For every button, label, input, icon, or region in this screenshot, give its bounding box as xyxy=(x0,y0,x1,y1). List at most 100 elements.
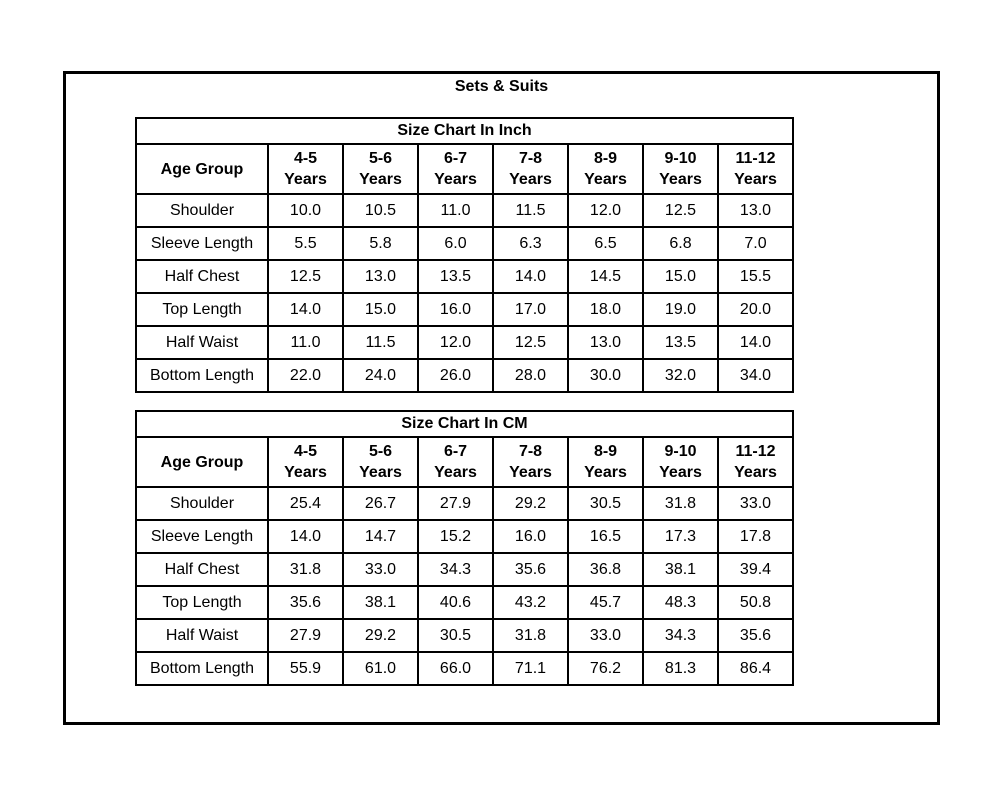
cell: 30.0 xyxy=(567,358,644,393)
age-unit: Years xyxy=(284,464,327,481)
column-header: 4-5 Years xyxy=(267,436,344,488)
table-row: Half Chest 12.5 13.0 13.5 14.0 14.5 15.0… xyxy=(135,259,794,294)
cell: 48.3 xyxy=(642,585,719,620)
age-range: 9-10 xyxy=(664,443,697,460)
cell: 11.5 xyxy=(342,325,419,360)
row-label: Half Waist xyxy=(135,325,269,360)
cell: 10.0 xyxy=(267,193,344,228)
cell: 5.8 xyxy=(342,226,419,261)
row-label: Half Waist xyxy=(135,618,269,653)
cell: 16.5 xyxy=(567,519,644,554)
age-unit: Years xyxy=(659,464,702,481)
row-label: Sleeve Length xyxy=(135,519,269,554)
cell: 31.8 xyxy=(642,486,719,521)
age-group-header: Age Group xyxy=(135,143,269,195)
column-header: 11-12 Years xyxy=(717,436,794,488)
table-row: Top Length 14.0 15.0 16.0 17.0 18.0 19.0… xyxy=(135,292,794,327)
cell: 76.2 xyxy=(567,651,644,686)
row-label: Shoulder xyxy=(135,193,269,228)
cell: 34.3 xyxy=(642,618,719,653)
column-header: 8-9 Years xyxy=(567,436,644,488)
age-unit: Years xyxy=(584,464,627,481)
cell: 15.5 xyxy=(717,259,794,294)
cell: 38.1 xyxy=(342,585,419,620)
age-unit: Years xyxy=(434,464,477,481)
cell: 31.8 xyxy=(492,618,569,653)
cell: 16.0 xyxy=(417,292,494,327)
age-unit: Years xyxy=(509,464,552,481)
cell: 11.0 xyxy=(417,193,494,228)
cell: 6.0 xyxy=(417,226,494,261)
cell: 18.0 xyxy=(567,292,644,327)
cell: 19.0 xyxy=(642,292,719,327)
row-label: Half Chest xyxy=(135,552,269,587)
cell: 28.0 xyxy=(492,358,569,393)
age-range: 4-5 xyxy=(293,443,318,460)
age-unit: Years xyxy=(509,171,552,188)
column-header: 9-10 Years xyxy=(642,436,719,488)
age-range: 8-9 xyxy=(593,150,618,167)
size-chart-cm-table: Size Chart In CM Age Group 4-5 Years 5-6 Y… xyxy=(135,410,794,686)
cell: 11.0 xyxy=(267,325,344,360)
cell: 29.2 xyxy=(492,486,569,521)
age-range: 11-12 xyxy=(735,150,776,167)
cell: 13.0 xyxy=(342,259,419,294)
cell: 14.5 xyxy=(567,259,644,294)
cell: 13.5 xyxy=(417,259,494,294)
cell: 61.0 xyxy=(342,651,419,686)
cell: 14.0 xyxy=(492,259,569,294)
cell: 15.0 xyxy=(342,292,419,327)
cell: 35.6 xyxy=(267,585,344,620)
age-range: 8-9 xyxy=(593,443,618,460)
cell: 6.3 xyxy=(492,226,569,261)
age-unit: Years xyxy=(359,464,402,481)
cell: 34.0 xyxy=(717,358,794,393)
column-header: 7-8 Years xyxy=(492,143,569,195)
cell: 16.0 xyxy=(492,519,569,554)
age-range: 4-5 xyxy=(293,150,318,167)
cell: 29.2 xyxy=(342,618,419,653)
age-unit: Years xyxy=(659,171,702,188)
age-range: 7-8 xyxy=(518,150,543,167)
cell: 27.9 xyxy=(417,486,494,521)
age-range: 11-12 xyxy=(735,443,776,460)
cell: 12.0 xyxy=(567,193,644,228)
cell: 14.7 xyxy=(342,519,419,554)
row-label: Sleeve Length xyxy=(135,226,269,261)
row-label: Bottom Length xyxy=(135,651,269,686)
cell: 38.1 xyxy=(642,552,719,587)
cell: 32.0 xyxy=(642,358,719,393)
cell: 15.2 xyxy=(417,519,494,554)
table-row: Sleeve Length 14.0 14.7 15.2 16.0 16.5 1… xyxy=(135,519,794,554)
cell: 30.5 xyxy=(417,618,494,653)
table-row: Bottom Length 22.0 24.0 26.0 28.0 30.0 3… xyxy=(135,358,794,393)
column-header: 7-8 Years xyxy=(492,436,569,488)
column-header: 8-9 Years xyxy=(567,143,644,195)
cell: 26.7 xyxy=(342,486,419,521)
cell: 34.3 xyxy=(417,552,494,587)
column-header: 4-5 Years xyxy=(267,143,344,195)
age-unit: Years xyxy=(734,171,777,188)
column-header: 6-7 Years xyxy=(417,436,494,488)
table-row: Top Length 35.6 38.1 40.6 43.2 45.7 48.3… xyxy=(135,585,794,620)
cell: 14.0 xyxy=(267,292,344,327)
cell: 33.0 xyxy=(567,618,644,653)
cell: 10.5 xyxy=(342,193,419,228)
cell: 33.0 xyxy=(342,552,419,587)
cell: 36.8 xyxy=(567,552,644,587)
age-range: 9-10 xyxy=(664,150,697,167)
cell: 5.5 xyxy=(267,226,344,261)
cell: 55.9 xyxy=(267,651,344,686)
age-range: 6-7 xyxy=(443,150,468,167)
row-label: Top Length xyxy=(135,585,269,620)
cell: 30.5 xyxy=(567,486,644,521)
cell: 43.2 xyxy=(492,585,569,620)
age-unit: Years xyxy=(359,171,402,188)
cell: 12.5 xyxy=(492,325,569,360)
cell: 25.4 xyxy=(267,486,344,521)
table-title: Size Chart In CM xyxy=(135,410,794,438)
page-title: Sets & Suits xyxy=(454,78,549,95)
cell: 14.0 xyxy=(267,519,344,554)
cell: 24.0 xyxy=(342,358,419,393)
size-chart-inch-table: Size Chart In Inch Age Group 4-5 Years 5-… xyxy=(135,117,794,393)
